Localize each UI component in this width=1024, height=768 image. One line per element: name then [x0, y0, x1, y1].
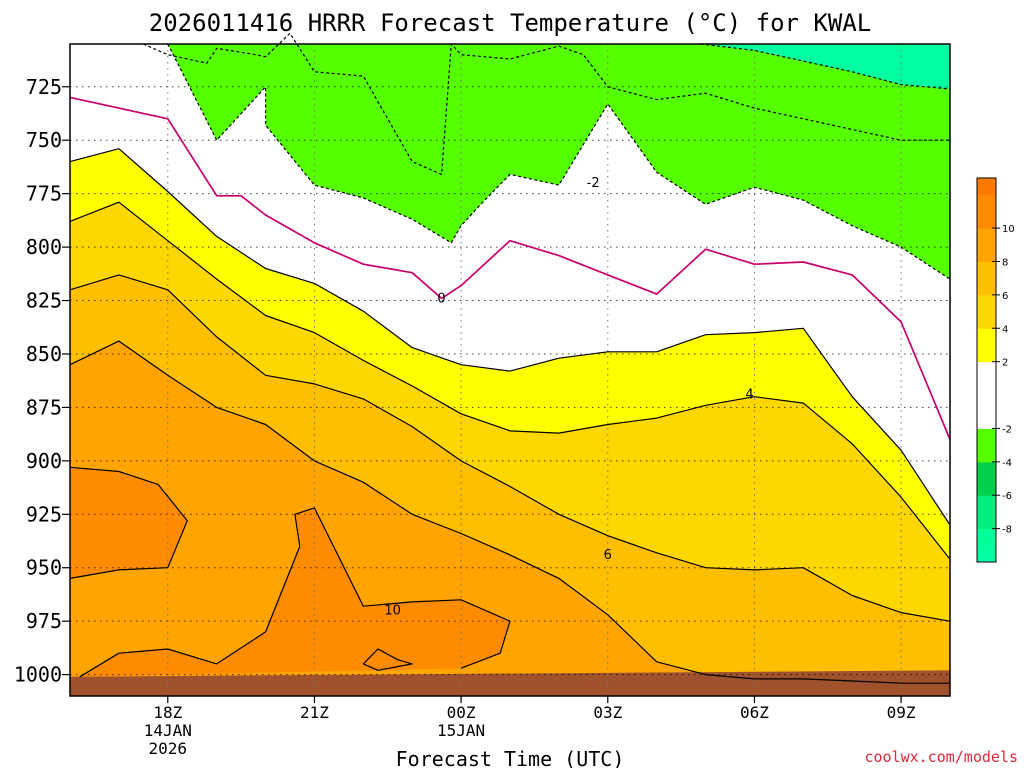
band-below-minus6 [700, 44, 950, 89]
contour-line-2 [69, 148, 951, 526]
contour-line-8 [69, 340, 950, 684]
y-tick-label-975: 975 [26, 609, 62, 633]
contour-line--2 [167, 43, 951, 280]
contour-line-10b [79, 507, 511, 678]
y-tick-label-900: 900 [26, 449, 62, 473]
contour-label-0: 0 [437, 291, 445, 306]
contour-line-10c [362, 648, 413, 671]
contour-line-10a [69, 466, 188, 579]
contour-labels: -2 0 4 6 10 [384, 176, 753, 619]
contour-label--2: -2 [587, 176, 600, 191]
grid [70, 44, 950, 696]
x-tick-label-2-1: 14JAN [144, 721, 192, 740]
colorbar-label--2: -2 [1002, 424, 1012, 435]
x-tick-label-2-0: 18Z [153, 703, 182, 722]
contour-label-10: 10 [384, 603, 401, 618]
colorbar-band-4-6 [977, 294, 996, 329]
contour-line--6 [700, 43, 951, 90]
y-tick-label-775: 775 [26, 182, 62, 206]
x-tick-label-5-0: 21Z [300, 703, 329, 722]
y-tick-label-725: 725 [26, 75, 62, 99]
band-warm-10b [79, 507, 511, 677]
colorbar-band-0-2 [977, 361, 996, 396]
y-tick-label-950: 950 [26, 556, 62, 580]
colorbar-label-8: 8 [1002, 257, 1008, 268]
y-tick-label-925: 925 [26, 502, 62, 526]
colorbar-band--6--4 [977, 461, 996, 496]
colorbar: 10 8 6 4 2 -2 -4 -6 -8 [976, 177, 1015, 563]
contour-lines [69, 32, 951, 684]
colorbar-band-10-12 [977, 194, 996, 229]
colorbar-band--4--2 [977, 428, 996, 463]
colorbar-frame [976, 177, 997, 563]
y-tick-label-850: 850 [26, 342, 62, 366]
x-tick-label-14-0: 06Z [740, 703, 769, 722]
colorbar-label-6: 6 [1002, 291, 1008, 302]
colorbar-label-4: 4 [1002, 324, 1008, 335]
colorbar-label-2: 2 [1002, 358, 1008, 369]
x-tick-label-11-0: 03Z [593, 703, 622, 722]
contour-label-4: 4 [745, 388, 753, 403]
y-tick-label-825: 825 [26, 289, 62, 313]
y-axis: 725 750 775 800 825 850 875 900 925 950 975 1000 [14, 75, 70, 687]
x-axis-label: Forecast Time (UTC) [396, 747, 625, 768]
colorbar-band-8-10 [977, 228, 996, 262]
contour-line-0 [69, 96, 951, 440]
colorbar-band-12-13 [977, 178, 996, 196]
y-tick-label-800: 800 [26, 235, 62, 259]
chart-title: 2026011416 HRRR Forecast Temperature (°C… [149, 9, 871, 37]
contour-line--4 [143, 32, 950, 175]
band-below-minus2 [167, 44, 951, 280]
band-warm-10c [363, 649, 413, 671]
x-tick-label-8-1: 15JAN [437, 721, 485, 740]
colorbar-label--8: -8 [1002, 525, 1012, 536]
x-tick-label-8-0: 00Z [447, 703, 476, 722]
colorbar-band-6-8 [977, 261, 996, 296]
contour-line-6 [69, 274, 951, 622]
colorbar-band--2-0 [977, 395, 996, 429]
y-tick-label-750: 750 [26, 128, 62, 152]
x-tick-label-2-2: 2026 [149, 739, 188, 758]
colorbar-label-10: 10 [1002, 224, 1015, 235]
watermark: coolwx.com/models [864, 748, 1018, 766]
contour-line-4 [69, 201, 951, 560]
temperature-bands [70, 44, 951, 696]
x-tick-label-17-0: 09Z [887, 703, 916, 722]
colorbar-label--4: -4 [1002, 458, 1012, 469]
colorbar-band--10--9 [977, 545, 996, 563]
colorbar-band--9--8 [977, 528, 996, 546]
contour-label-6: 6 [604, 548, 612, 563]
band-warm-10a [70, 467, 188, 579]
y-tick-label-875: 875 [26, 395, 62, 419]
colorbar-label--6: -6 [1002, 491, 1012, 502]
plot-frame [69, 43, 951, 697]
y-tick-label-1000: 1000 [14, 663, 62, 687]
colorbar-band--8--6 [977, 495, 996, 530]
colorbar-band-2-4 [977, 328, 996, 363]
